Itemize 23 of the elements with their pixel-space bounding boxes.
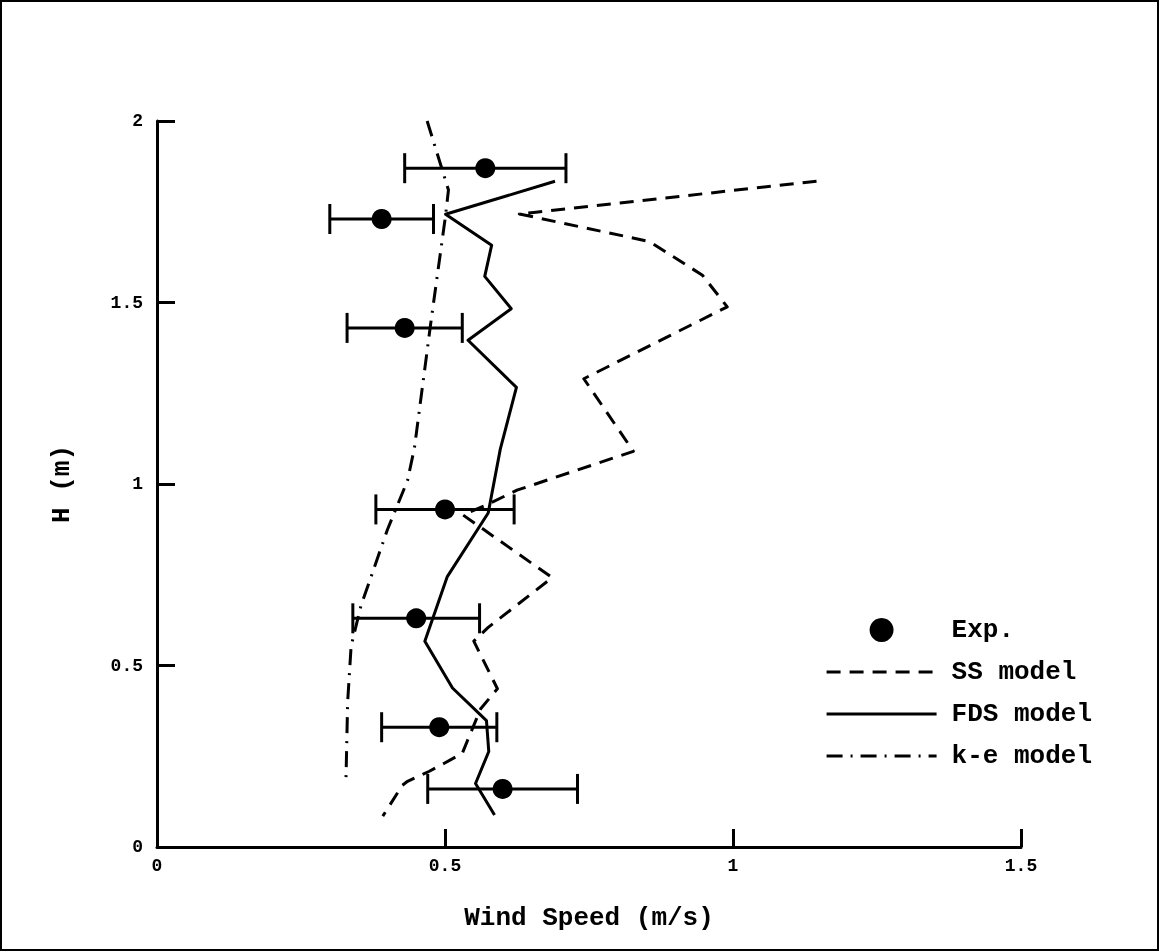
x-tick-label: 1 bbox=[727, 856, 739, 876]
y-axis-title: H (m) bbox=[47, 444, 77, 524]
x-axis-title: Wind Speed (m/s) bbox=[464, 903, 714, 933]
point bbox=[435, 499, 455, 520]
point bbox=[371, 209, 392, 229]
point bbox=[394, 317, 415, 338]
point bbox=[492, 778, 513, 799]
legend-label: k-e model bbox=[951, 741, 1093, 771]
legend-label: SS model bbox=[951, 657, 1077, 687]
legend-label: FDS model bbox=[951, 699, 1093, 729]
x-tick-label: 0 bbox=[151, 856, 163, 876]
point bbox=[475, 158, 496, 179]
y-tick-label: 1.5 bbox=[110, 292, 143, 313]
point bbox=[406, 608, 427, 629]
x-tick-label: 0.5 bbox=[428, 856, 462, 876]
y-tick-label: 2 bbox=[132, 111, 143, 131]
line-series bbox=[381, 179, 819, 818]
point bbox=[429, 717, 450, 738]
y-tick-label: 0 bbox=[132, 837, 143, 857]
x-tick-label: 1.5 bbox=[1004, 856, 1038, 876]
y-tick-label: 1 bbox=[132, 474, 144, 494]
y-tick-label: 0.5 bbox=[110, 655, 143, 676]
legend-label: Exp. bbox=[951, 615, 1014, 645]
